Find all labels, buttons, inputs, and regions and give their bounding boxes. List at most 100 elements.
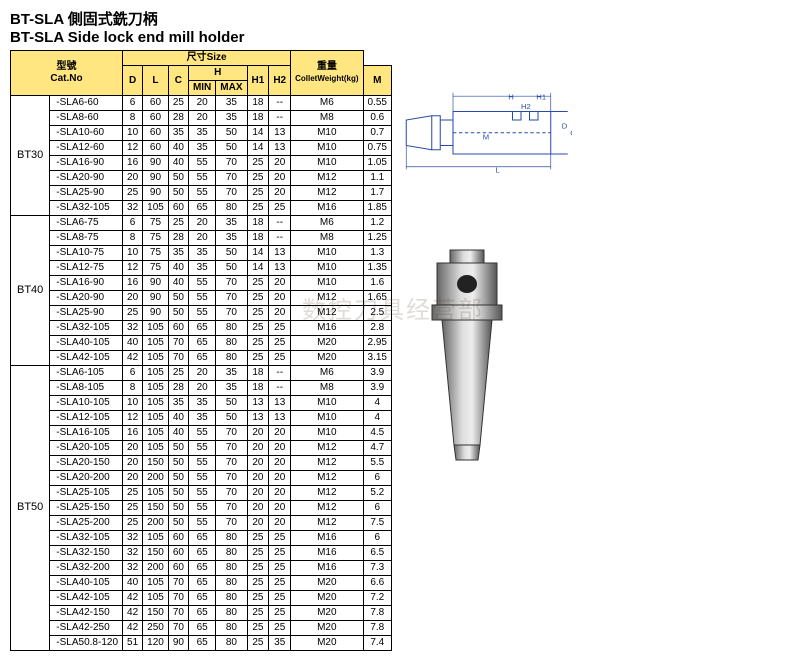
cell-L: 90	[143, 156, 169, 171]
cell-H1: 25	[247, 186, 269, 201]
cell-D: 20	[123, 171, 143, 186]
cell-L: 105	[143, 591, 169, 606]
cell-MAX: 70	[216, 186, 247, 201]
svg-text:D: D	[562, 122, 568, 131]
cell-cat: -SLA25-90	[50, 306, 123, 321]
cell-MAX: 80	[216, 531, 247, 546]
cell-D: 32	[123, 561, 143, 576]
cell-MIN: 20	[188, 366, 215, 381]
cell-H2: 25	[269, 606, 291, 621]
table-row: -SLA20-150201505055702020M125.5	[11, 456, 392, 471]
cell-M: M12	[291, 186, 363, 201]
cell-MAX: 35	[216, 366, 247, 381]
cell-H2: 20	[269, 516, 291, 531]
cell-W: 3.9	[363, 381, 391, 396]
cell-M: M10	[291, 156, 363, 171]
table-row: BT30-SLA6-6066025203518--M60.55	[11, 96, 392, 111]
cell-L: 250	[143, 621, 169, 636]
cell-D: 12	[123, 261, 143, 276]
cell-H2: 20	[269, 156, 291, 171]
cell-MAX: 80	[216, 621, 247, 636]
cell-MAX: 70	[216, 471, 247, 486]
cell-C: 40	[168, 261, 188, 276]
cell-D: 25	[123, 486, 143, 501]
cell-L: 105	[143, 441, 169, 456]
cell-cat: -SLA10-75	[50, 246, 123, 261]
table-row: -SLA20-200202005055702020M126	[11, 471, 392, 486]
cell-D: 42	[123, 351, 143, 366]
cell-H2: --	[269, 96, 291, 111]
cell-H1: 20	[247, 516, 269, 531]
cell-C: 40	[168, 426, 188, 441]
cell-W: 6.5	[363, 546, 391, 561]
cell-M: M6	[291, 366, 363, 381]
cell-cat: -SLA20-150	[50, 456, 123, 471]
cell-C: 70	[168, 591, 188, 606]
cell-MAX: 80	[216, 561, 247, 576]
cell-C: 60	[168, 561, 188, 576]
cell-MAX: 35	[216, 231, 247, 246]
cell-H2: --	[269, 381, 291, 396]
title-en: BT-SLA Side lock end mill holder	[10, 29, 776, 46]
cell-M: M20	[291, 621, 363, 636]
cell-D: 51	[123, 636, 143, 651]
cell-cat: -SLA42-150	[50, 606, 123, 621]
spec-table: 型號Cat.No 尺寸Size 重量ColletWeight(kg) D L C…	[10, 50, 392, 651]
table-row: -SLA25-9025905055702520M121.7	[11, 186, 392, 201]
cell-M: M20	[291, 591, 363, 606]
cell-D: 25	[123, 501, 143, 516]
spec-table-wrap: 型號Cat.No 尺寸Size 重量ColletWeight(kg) D L C…	[10, 50, 392, 651]
cell-C: 70	[168, 351, 188, 366]
cell-C: 50	[168, 306, 188, 321]
cell-C: 25	[168, 216, 188, 231]
table-row: -SLA42-250422507065802525M207.8	[11, 621, 392, 636]
table-row: -SLA32-200322006065802525M167.3	[11, 561, 392, 576]
cell-C: 25	[168, 366, 188, 381]
cell-C: 35	[168, 126, 188, 141]
cell-C: 70	[168, 336, 188, 351]
cell-L: 75	[143, 246, 169, 261]
cell-H2: 13	[269, 396, 291, 411]
dimension-diagram: H H1 H2 M D C L	[402, 86, 572, 180]
cell-M: M10	[291, 126, 363, 141]
table-row: -SLA32-105321056065802525M166	[11, 531, 392, 546]
cell-H2: 25	[269, 201, 291, 216]
cell-MAX: 70	[216, 456, 247, 471]
group-cell: BT30	[11, 96, 50, 216]
table-row: -SLA40-105401057065802525M202.95	[11, 336, 392, 351]
svg-text:M: M	[483, 133, 489, 142]
cell-H2: 20	[269, 501, 291, 516]
cell-H1: 20	[247, 471, 269, 486]
cell-H1: 20	[247, 426, 269, 441]
cell-L: 90	[143, 306, 169, 321]
cell-D: 20	[123, 441, 143, 456]
cell-MIN: 55	[188, 306, 215, 321]
cell-cat: -SLA32-105	[50, 321, 123, 336]
cell-M: M20	[291, 636, 363, 651]
cell-H1: 18	[247, 381, 269, 396]
cell-C: 60	[168, 531, 188, 546]
hdr-MAX: MAX	[216, 81, 247, 96]
cell-H2: 20	[269, 486, 291, 501]
svg-text:C: C	[570, 128, 572, 137]
cell-W: 4	[363, 411, 391, 426]
cell-MIN: 20	[188, 381, 215, 396]
cell-cat: -SLA6-60	[50, 96, 123, 111]
cell-H1: 25	[247, 636, 269, 651]
cell-MAX: 50	[216, 411, 247, 426]
cell-M: M16	[291, 546, 363, 561]
hdr-MIN: MIN	[188, 81, 215, 96]
table-row: -SLA10-105101053535501313M104	[11, 396, 392, 411]
cell-H1: 25	[247, 576, 269, 591]
cell-M: M12	[291, 471, 363, 486]
cell-C: 35	[168, 396, 188, 411]
cell-W: 7.8	[363, 606, 391, 621]
cell-H1: 13	[247, 396, 269, 411]
cell-L: 90	[143, 186, 169, 201]
cell-D: 20	[123, 456, 143, 471]
cell-M: M6	[291, 216, 363, 231]
cell-D: 8	[123, 381, 143, 396]
cell-W: 1.7	[363, 186, 391, 201]
cell-H2: 20	[269, 276, 291, 291]
cell-M: M16	[291, 531, 363, 546]
